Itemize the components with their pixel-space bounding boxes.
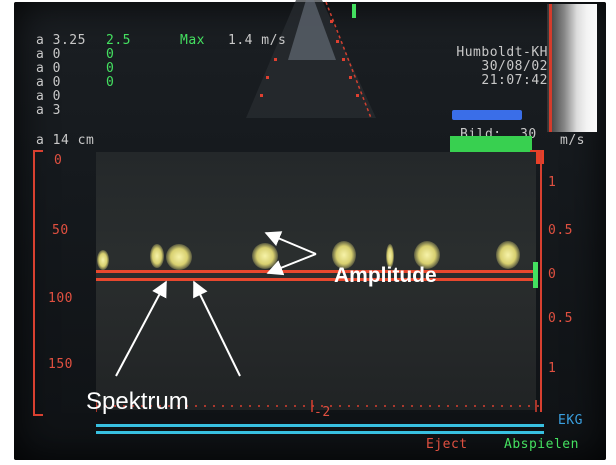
patient-info: Humboldt-KH 30/08/02 21:07:42 — [452, 46, 548, 87]
spectrum-peak-6 — [386, 244, 394, 268]
green-param-1: 2.5 — [106, 33, 131, 48]
param-line-2: a 0 — [36, 47, 61, 62]
spectrum-peak-1 — [97, 250, 109, 270]
green-param-4: 0 — [106, 75, 115, 90]
doppler-spectrum-area — [96, 152, 536, 410]
depth-readout: a 14 cm — [36, 133, 95, 148]
footer-line-lower — [96, 431, 544, 434]
green-param-2: 0 — [106, 47, 115, 62]
spectrum-baseline-lower — [96, 278, 536, 281]
time-scale-ticks — [96, 400, 544, 412]
left-scale-150: 150 — [48, 357, 73, 372]
left-depth-scale — [33, 150, 43, 416]
left-scale-100: 100 — [48, 291, 73, 306]
left-scale-50: 50 — [52, 223, 69, 238]
eject-button[interactable]: Eject — [426, 437, 468, 452]
left-scale-0: 0 — [54, 153, 63, 168]
status-bar-blue — [452, 110, 522, 120]
param-column-gray: a 3.25 a 0 a 0 a 0 a 0 a 3 — [36, 34, 86, 117]
sector-marker-green — [352, 4, 356, 18]
velocity-unit: m/s — [560, 133, 585, 148]
hospital-name: Humboldt-KH — [456, 45, 548, 60]
param-line-6: a 3 — [36, 103, 61, 118]
baseline-green-marker — [533, 262, 538, 288]
right-scale-0.5-bottom: 0.5 — [548, 311, 573, 326]
param-line-3: a 0 — [36, 61, 61, 76]
exam-time: 21:07:42 — [481, 73, 548, 88]
spectrum-peak-5 — [332, 241, 356, 269]
amplitude-annotation: Amplitude — [334, 264, 437, 287]
spectrum-peak-3 — [166, 244, 192, 270]
time-scale-label: -2 — [314, 405, 331, 420]
param-line-5: a 0 — [36, 89, 61, 104]
right-scale-1-bottom: 1 — [548, 361, 557, 376]
gray-scale-bar — [547, 4, 597, 132]
spektrum-annotation: Spektrum — [86, 388, 189, 415]
exam-date: 30/08/02 — [481, 59, 548, 74]
param-line-1: a 3.25 — [36, 33, 86, 48]
param-column-green: 2.5 0 0 0 — [106, 34, 131, 89]
right-scale-1-top: 1 — [548, 175, 557, 190]
spectrum-peak-4 — [252, 243, 278, 269]
spectrum-peak-2 — [150, 244, 164, 268]
footer-line-upper — [96, 424, 544, 427]
param-line-4: a 0 — [36, 75, 61, 90]
right-scale-0: 0 — [548, 267, 557, 282]
sector-scan-image — [246, 0, 376, 119]
ekg-label: EKG — [558, 413, 583, 428]
right-velocity-scale — [540, 150, 548, 412]
max-value: 1.4 m/s — [228, 33, 287, 48]
spectrum-baseline-upper — [96, 270, 536, 273]
green-param-3: 0 — [106, 61, 115, 76]
spectrum-peak-7 — [414, 241, 440, 269]
spectrum-peak-8 — [496, 241, 520, 269]
sector-depth-marks — [260, 20, 359, 97]
right-scale-0.5-top: 0.5 — [548, 223, 573, 238]
gray-scale-marker — [549, 4, 552, 132]
abspielen-button[interactable]: Abspielen — [504, 437, 579, 452]
max-label: Max — [180, 33, 205, 48]
